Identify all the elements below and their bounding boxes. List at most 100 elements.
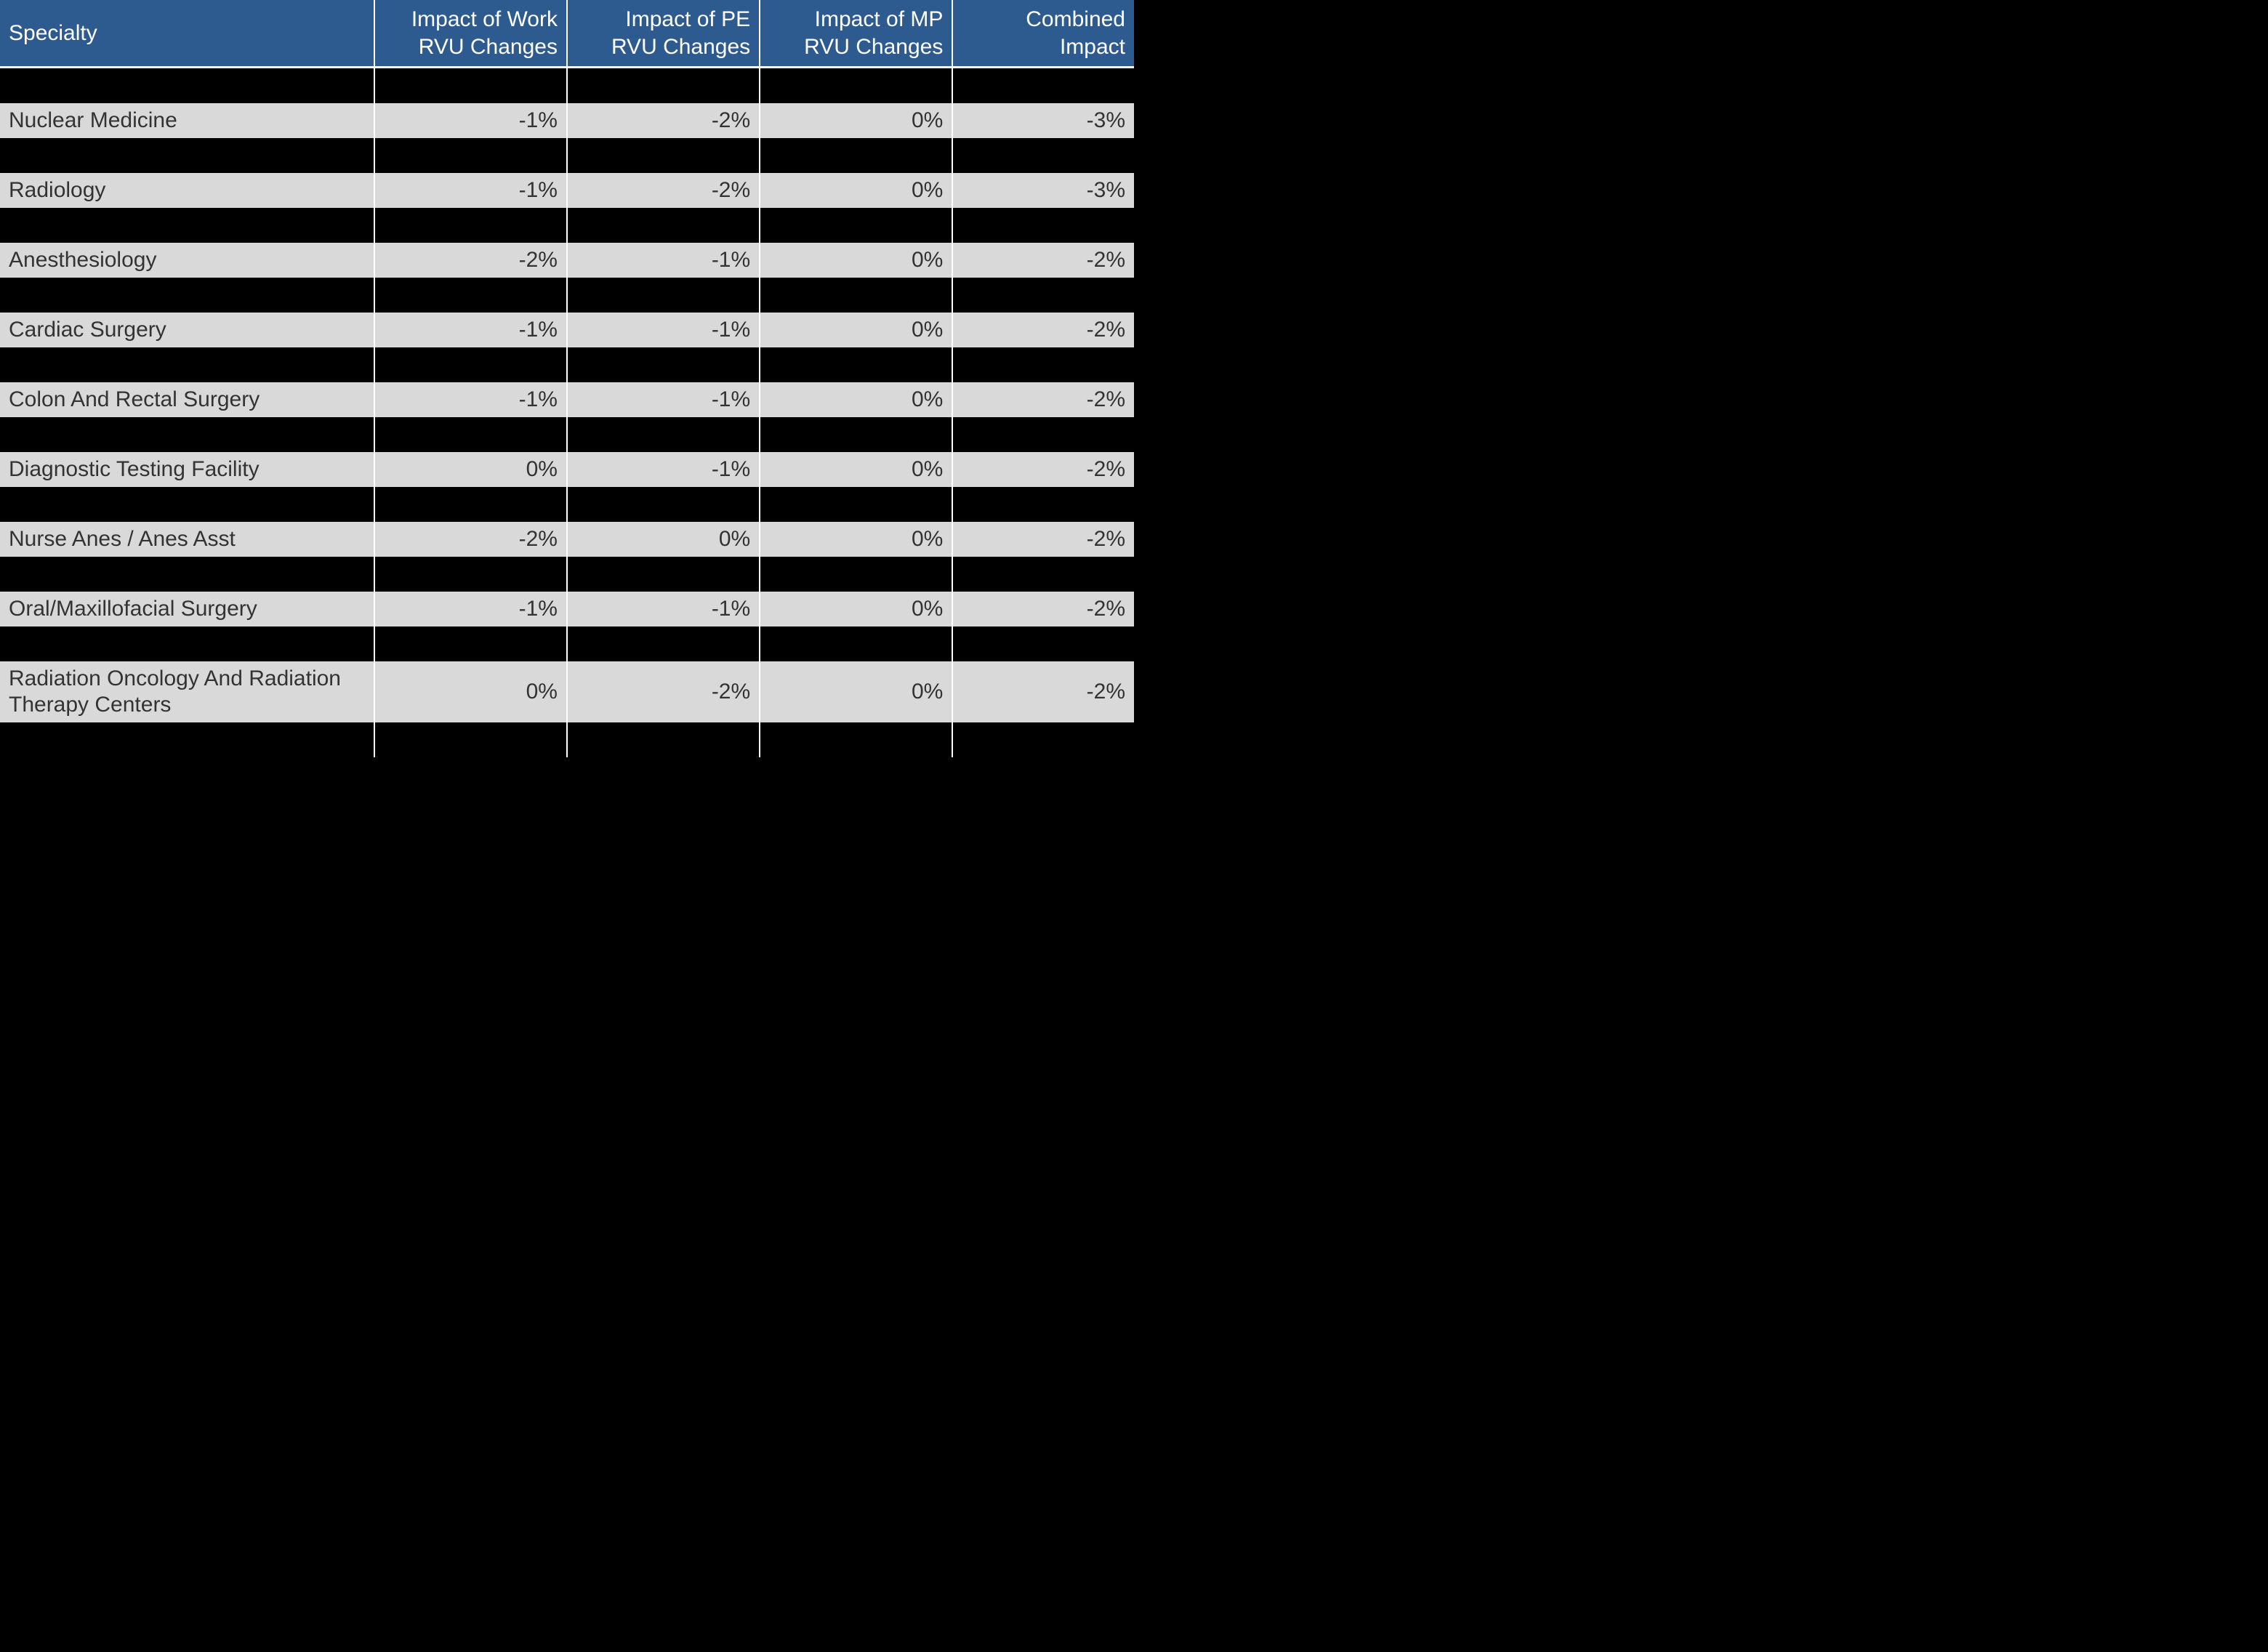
table-row: Radiation Oncology And Radiation Therapy… xyxy=(0,661,1134,722)
table-row: Optometry-1%-1%0%-2% xyxy=(0,557,1134,592)
cell-mp: 0% xyxy=(760,722,952,757)
cell-combined: -4% xyxy=(952,68,1134,104)
cell-work: -1% xyxy=(374,68,567,104)
table-row: Cardiac Surgery-1%-1%0%-2% xyxy=(0,313,1134,347)
table-header-row: Specialty Impact of Work RVU Changes Imp… xyxy=(0,0,1134,68)
cell-work: -1% xyxy=(374,313,567,347)
impact-table-container: Specialty Impact of Work RVU Changes Imp… xyxy=(0,0,1134,757)
cell-mp: 0% xyxy=(760,417,952,452)
table-row: Audiologist-1%-1%0%-2% xyxy=(0,278,1134,313)
cell-combined: -2% xyxy=(952,243,1134,278)
cell-specialty: Audiologist xyxy=(0,278,374,313)
cell-mp: 0% xyxy=(760,243,952,278)
cell-work: -1% xyxy=(374,347,567,382)
cell-specialty: Colon And Rectal Surgery xyxy=(0,382,374,417)
table-row: Vascular Surgery-1%-3%0%-3% xyxy=(0,208,1134,243)
cell-mp: 0% xyxy=(760,592,952,626)
cell-work: -1% xyxy=(374,382,567,417)
cell-pe: -1% xyxy=(567,557,760,592)
cell-mp: 0% xyxy=(760,68,952,104)
cell-work: 0% xyxy=(374,626,567,661)
cell-mp: 0% xyxy=(760,487,952,522)
cell-pe: -2% xyxy=(567,173,760,208)
cell-combined: -3% xyxy=(952,208,1134,243)
cell-mp: 0% xyxy=(760,452,952,487)
cell-combined: -2% xyxy=(952,661,1134,722)
cell-pe: -1% xyxy=(567,313,760,347)
cell-mp: 0% xyxy=(760,557,952,592)
cell-combined: -2% xyxy=(952,417,1134,452)
cell-specialty: Critical Care xyxy=(0,417,374,452)
cell-work: -1% xyxy=(374,208,567,243)
cell-combined: -2% xyxy=(952,722,1134,757)
cell-combined: -2% xyxy=(952,382,1134,417)
cell-pe: -1% xyxy=(567,592,760,626)
col-header-work: Impact of Work RVU Changes xyxy=(374,0,567,68)
cell-pe: -3% xyxy=(567,68,760,104)
cell-mp: 0% xyxy=(760,138,952,173)
cell-pe: -1% xyxy=(567,243,760,278)
cell-specialty: Radiation Oncology And Radiation Therapy… xyxy=(0,661,374,722)
cell-mp: 0% xyxy=(760,173,952,208)
cell-pe: -1% xyxy=(567,487,760,522)
cell-mp: 0% xyxy=(760,522,952,557)
cell-combined: -2% xyxy=(952,626,1134,661)
cell-mp: 0% xyxy=(760,626,952,661)
table-row: Oral/Maxillofacial Surgery-1%-1%0%-2% xyxy=(0,592,1134,626)
cell-pe: -1% xyxy=(567,347,760,382)
col-header-pe: Impact of PE RVU Changes xyxy=(567,0,760,68)
cell-work: -1% xyxy=(374,557,567,592)
cell-specialty: Anesthesiology xyxy=(0,243,374,278)
col-header-specialty: Specialty xyxy=(0,0,374,68)
cell-work: -2% xyxy=(374,243,567,278)
table-body: Interventional Radiology-1%-3%0%-4%Nucle… xyxy=(0,68,1134,758)
cell-pe: 0% xyxy=(567,522,760,557)
table-row: Physical/Occupational Therapy-1%-2%0%-3% xyxy=(0,138,1134,173)
cell-combined: -2% xyxy=(952,522,1134,557)
cell-pe: -1% xyxy=(567,452,760,487)
cell-specialty: Emergency Medicine xyxy=(0,487,374,522)
cell-combined: -2% xyxy=(952,278,1134,313)
cell-work: -1% xyxy=(374,417,567,452)
cell-combined: -3% xyxy=(952,103,1134,138)
cell-work: 0% xyxy=(374,452,567,487)
cell-specialty: Chiropractor xyxy=(0,347,374,382)
cell-combined: -2% xyxy=(952,313,1134,347)
cell-specialty: Vascular Surgery xyxy=(0,208,374,243)
cell-work: -1% xyxy=(374,138,567,173)
cell-specialty: Diagnostic Testing Facility xyxy=(0,452,374,487)
cell-specialty: Nurse Anes / Anes Asst xyxy=(0,522,374,557)
table-row: Anesthesiology-2%-1%0%-2% xyxy=(0,243,1134,278)
col-header-combined: Combined Impact xyxy=(952,0,1134,68)
cell-specialty: Cardiac Surgery xyxy=(0,313,374,347)
cell-mp: 0% xyxy=(760,208,952,243)
cell-mp: 0% xyxy=(760,347,952,382)
table-row: Pathology0%-2%0%-2% xyxy=(0,626,1134,661)
cell-work: -1% xyxy=(374,722,567,757)
table-row: Interventional Radiology-1%-3%0%-4% xyxy=(0,68,1134,104)
cell-combined: -2% xyxy=(952,557,1134,592)
cell-specialty: Radiology xyxy=(0,173,374,208)
cell-specialty: Physical/Occupational Therapy xyxy=(0,138,374,173)
col-header-mp: Impact of MP RVU Changes xyxy=(760,0,952,68)
table-row: Emergency Medicine-2%-1%0%-2% xyxy=(0,487,1134,522)
cell-specialty: Interventional Radiology xyxy=(0,68,374,104)
cell-work: -1% xyxy=(374,592,567,626)
cell-specialty: Thoracic Surgery xyxy=(0,722,374,757)
cell-work: -1% xyxy=(374,103,567,138)
table-row: Thoracic Surgery-1%-1%0%-2% xyxy=(0,722,1134,757)
table-row: Nuclear Medicine-1%-2%0%-3% xyxy=(0,103,1134,138)
cell-pe: -1% xyxy=(567,278,760,313)
cell-specialty: Oral/Maxillofacial Surgery xyxy=(0,592,374,626)
cell-pe: -2% xyxy=(567,138,760,173)
cell-pe: -2% xyxy=(567,103,760,138)
cell-pe: -1% xyxy=(567,722,760,757)
cell-combined: -2% xyxy=(952,347,1134,382)
cell-work: -2% xyxy=(374,522,567,557)
cell-pe: -1% xyxy=(567,382,760,417)
cell-pe: -3% xyxy=(567,208,760,243)
cell-pe: 0% xyxy=(567,417,760,452)
cell-work: -1% xyxy=(374,173,567,208)
table-row: Diagnostic Testing Facility0%-1%0%-2% xyxy=(0,452,1134,487)
cell-combined: -3% xyxy=(952,173,1134,208)
